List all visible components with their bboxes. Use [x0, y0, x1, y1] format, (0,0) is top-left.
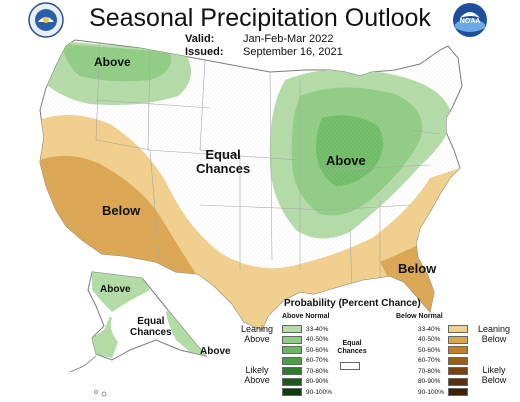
legend-above-range: 90-100%: [306, 388, 333, 396]
noaa-cpc-seal-icon: [28, 2, 64, 38]
legend: Probability (Percent Chance) Above Norma…: [236, 298, 518, 402]
legend-above-swatch: [282, 367, 302, 375]
valid-line: Valid: Jan-Feb-Mar 2022: [185, 33, 334, 45]
label-equal-line1: Equal: [205, 147, 241, 162]
legend-above-range: 50-60%: [306, 346, 329, 354]
alaska-south-above: [166, 310, 206, 356]
label-alaska-south-above: Above: [200, 346, 231, 357]
legend-below-range: 40-50%: [418, 336, 441, 343]
noaa-logo-icon: NOAA: [453, 3, 487, 37]
legend-below-swatch: [448, 335, 468, 344]
alaska-west-above: [92, 306, 118, 358]
valid-value: Jan-Feb-Mar 2022: [243, 33, 334, 45]
legend-likely-above: Likely Above: [236, 365, 278, 386]
legend-above-range: 33-40%: [306, 325, 329, 333]
legend-below-swatch: [448, 388, 468, 396]
legend-below-range: 70-80%: [418, 367, 441, 375]
legend-below-swatch: [448, 356, 468, 365]
legend-above-range: 40-50%: [306, 336, 329, 343]
legend-above-swatch: [282, 325, 302, 333]
valid-label: Valid:: [185, 33, 215, 45]
alaska-aleutians: [69, 355, 97, 373]
label-midwest-above: Above: [326, 153, 366, 168]
legend-above-range: 60-70%: [306, 357, 329, 364]
legend-above-swatch: [282, 335, 302, 344]
legend-leaning-below-line2: Below: [481, 333, 507, 344]
label-alaska-equal-line2: Chances: [130, 327, 172, 338]
legend-above-swatch: [282, 377, 302, 386]
legend-above-swatch: [282, 388, 302, 396]
legend-below-swatch: [448, 346, 468, 354]
legend-leaning-above-line1: Leaning: [240, 324, 274, 334]
alaska-north-above: [92, 272, 150, 312]
legend-leaning-above-line2: Above: [244, 333, 270, 344]
legend-likely-above-line2: Above: [244, 374, 270, 385]
label-equal-line2: Chances: [196, 161, 251, 177]
label-pnw-above: Above: [94, 55, 131, 69]
legend-below-range: 80-90%: [418, 378, 441, 385]
legend-below-range: 50-60%: [418, 346, 441, 354]
legend-below-swatch: [448, 377, 468, 386]
label-southeast-below: Below: [398, 261, 437, 276]
legend-equal-line1: Equal: [342, 340, 362, 347]
label-alaska-equal-line1: Equal: [137, 316, 165, 327]
legend-above-swatch: [282, 346, 302, 354]
legend-above-swatch: [282, 356, 302, 365]
issued-value: September 16, 2021: [243, 46, 343, 58]
legend-above-range: 70-80%: [306, 367, 329, 375]
legend-likely-below-line1: Likely: [482, 365, 506, 375]
conus-hatch: [40, 40, 462, 330]
label-southwest-below: Below: [102, 203, 141, 218]
legend-above-range: 80-90%: [306, 378, 329, 385]
legend-below-swatch: [448, 367, 468, 375]
label-alaska-equal-chances: Equal Chances: [130, 316, 172, 338]
hawaii-islands: [94, 390, 107, 397]
issued-line: Issued: September 16, 2021: [185, 46, 343, 58]
legend-leaning-below: Leaning Below: [472, 324, 516, 345]
legend-below-range: 33-40%: [418, 325, 441, 333]
legend-below-swatch: [448, 325, 468, 333]
legend-title: Probability (Percent Chance): [284, 298, 421, 309]
legend-equal-swatch: [340, 362, 360, 370]
legend-below-range: 60-70%: [418, 357, 441, 364]
legend-below-range: 90-100%: [418, 388, 445, 396]
label-alaska-north-above: Above: [100, 284, 131, 295]
legend-likely-above-line1: Likely: [245, 365, 269, 375]
legend-leaning-below-line1: Leaning: [477, 324, 511, 334]
map-title: Seasonal Precipitation Outlook: [89, 4, 431, 32]
legend-below-header: Below Normal: [396, 313, 443, 320]
legend-above-header: Above Normal: [282, 313, 330, 320]
legend-equal-line2: Chances: [337, 347, 367, 355]
legend-equal-chances: Equal Chances: [334, 340, 370, 355]
legend-leaning-above: Leaning Above: [236, 324, 278, 345]
legend-likely-below: Likely Below: [472, 365, 516, 386]
label-equal-chances-conus: Equal Chances: [196, 147, 251, 177]
noaa-logo-text: NOAA: [460, 18, 481, 25]
issued-label: Issued:: [185, 46, 224, 58]
legend-likely-below-line2: Below: [481, 374, 507, 385]
state-boundaries: [95, 40, 441, 291]
